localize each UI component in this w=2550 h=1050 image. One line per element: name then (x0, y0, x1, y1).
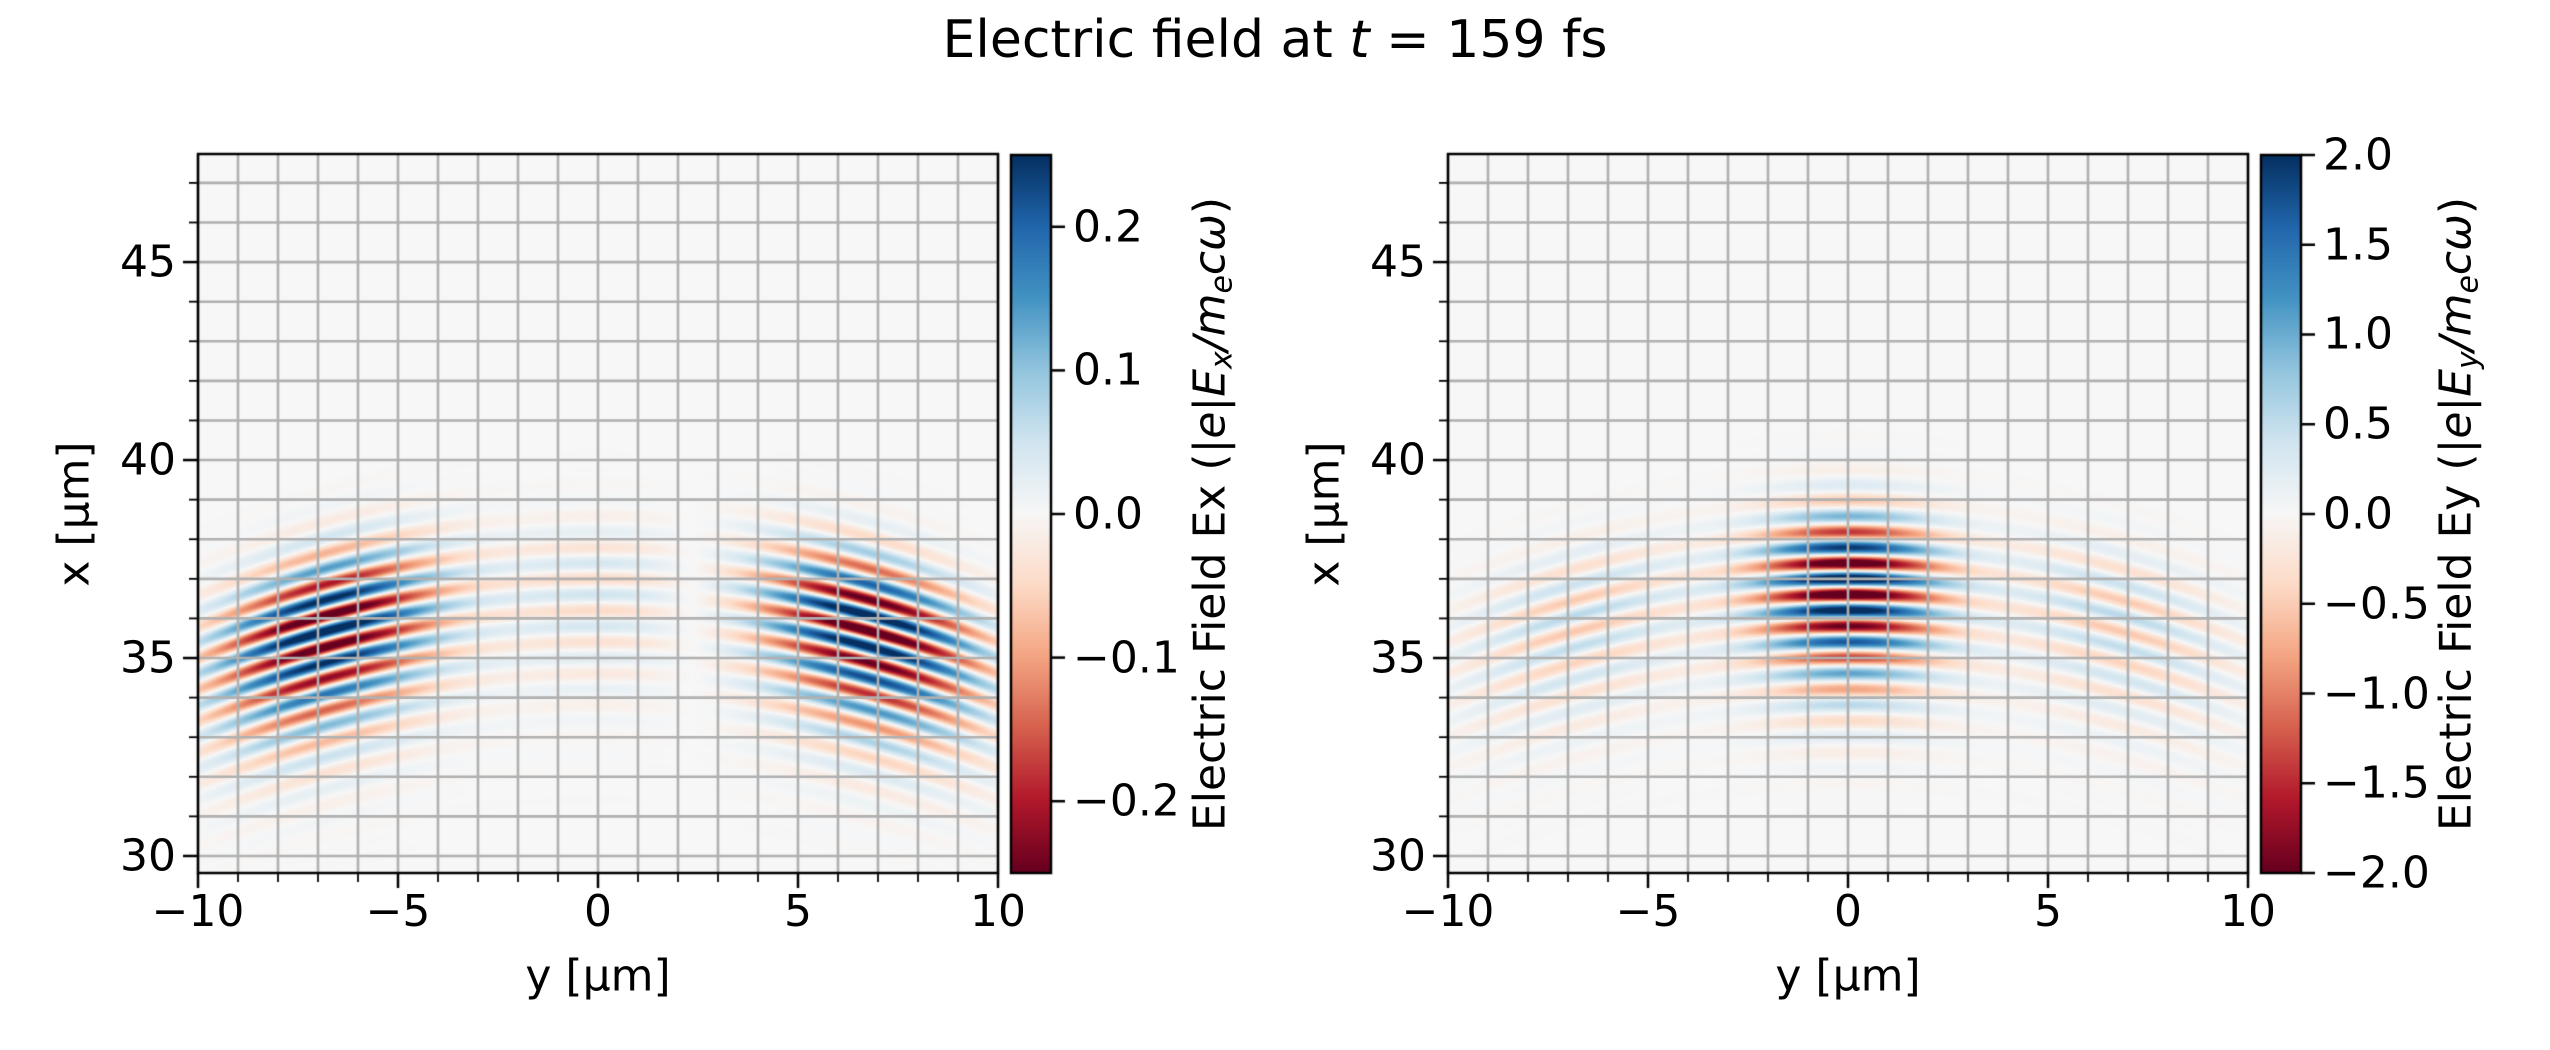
ey-colorbar-tick-label: −0.5 (2323, 578, 2430, 630)
ex-colorbar-label: Electric Field Ex (|e|Ex/mecω) (1185, 197, 1240, 831)
ex-cb-label-m-sub: e (1204, 275, 1240, 294)
ey-y-tick-label: 40 (1370, 434, 1426, 486)
ex-y-tick-label: 30 (120, 830, 176, 882)
ey-colorbar-tick-label: −1.5 (2323, 757, 2430, 809)
ex-y-tick-label: 35 (120, 632, 176, 684)
ex-cb-label-prefix: Electric Field Ex (| (1184, 438, 1236, 832)
ex-cb-label-bar: | (1184, 396, 1236, 412)
ex-colorbar-tick-label: −0.1 (1073, 632, 1180, 684)
ex-cb-label-close: ) (1184, 196, 1236, 215)
ex-x-tick-label: 5 (784, 886, 812, 937)
ey-cb-label-m: m (2430, 293, 2482, 337)
ex-colorbar-tick-label: 0.0 (1073, 488, 1143, 540)
ey-colorbar-tick-label: 1.5 (2323, 219, 2393, 271)
ey-x-tick-label: −10 (1401, 886, 1495, 937)
ey-colorbar-label: Electric Field Ey (|e|Ey/mecω) (2431, 197, 2486, 831)
ex-cb-label-E: E (1184, 368, 1236, 397)
ex-cb-label-e: e (1184, 411, 1236, 439)
ey-y-tick-label: 35 (1370, 632, 1426, 684)
ey-y-axis-label: x [μm] (1298, 441, 1350, 587)
ex-cb-label-comega: cω (1184, 214, 1236, 276)
ex-cb-label-slash: / (1184, 336, 1236, 352)
ex-colorbar-tick-label: −0.2 (1073, 775, 1180, 827)
ex-colorbar-tick-label: 0.2 (1073, 201, 1143, 253)
ex-x-tick-label: 10 (970, 886, 1026, 937)
ex-x-axis-label: y [μm] (525, 950, 671, 1002)
ex-colorbar-tick-label: 0.1 (1073, 344, 1143, 396)
ey-cb-label-bar: | (2430, 396, 2482, 412)
ey-cb-label-comega: cω (2430, 214, 2482, 276)
ey-cb-label-m-sub: e (2450, 275, 2486, 294)
ey-cb-label-E: E (2430, 368, 2482, 397)
ey-x-tick-label: 5 (2034, 886, 2062, 937)
ex-y-tick-label: 45 (120, 236, 176, 288)
ey-cb-label-E-sub: y (2450, 351, 2486, 369)
figure-title: Electric field at t = 159 fs (0, 10, 2550, 70)
figure-title-time-var: t (1349, 10, 1370, 70)
ey-colorbar-tick-label: 2.0 (2323, 129, 2393, 181)
ey-y-tick-label: 30 (1370, 830, 1426, 882)
ey-cb-label-e: e (2430, 411, 2482, 439)
ey-colorbar-tick-label: −2.0 (2323, 847, 2430, 899)
ey-colorbar-tick-label: 0.5 (2323, 398, 2393, 450)
ex-y-axis-label: x [μm] (48, 441, 100, 587)
ex-cb-label-E-sub: x (1204, 351, 1240, 369)
ey-x-tick-label: 0 (1834, 886, 1862, 937)
ex-x-tick-label: −10 (151, 886, 245, 937)
ex-y-tick-label: 40 (120, 434, 176, 486)
ey-cb-label-close: ) (2430, 196, 2482, 215)
ex-x-tick-label: 0 (584, 886, 612, 937)
figure-title-suffix: = 159 fs (1369, 10, 1608, 70)
ey-x-tick-label: 10 (2220, 886, 2276, 937)
ex-cb-label-m: m (1184, 293, 1236, 337)
ey-colorbar-tick-label: 1.0 (2323, 308, 2393, 360)
ey-cb-label-prefix: Electric Field Ey (| (2430, 438, 2482, 832)
ey-x-tick-label: −5 (1615, 886, 1681, 937)
ey-y-tick-label: 45 (1370, 236, 1426, 288)
figure-title-prefix: Electric field at (942, 10, 1350, 70)
ey-colorbar-tick-label: −1.0 (2323, 668, 2430, 720)
ey-colorbar-tick-label: 0.0 (2323, 488, 2393, 540)
ey-x-axis-label: y [μm] (1775, 950, 1921, 1002)
ex-x-tick-label: −5 (365, 886, 431, 937)
ey-cb-label-slash: / (2430, 336, 2482, 352)
